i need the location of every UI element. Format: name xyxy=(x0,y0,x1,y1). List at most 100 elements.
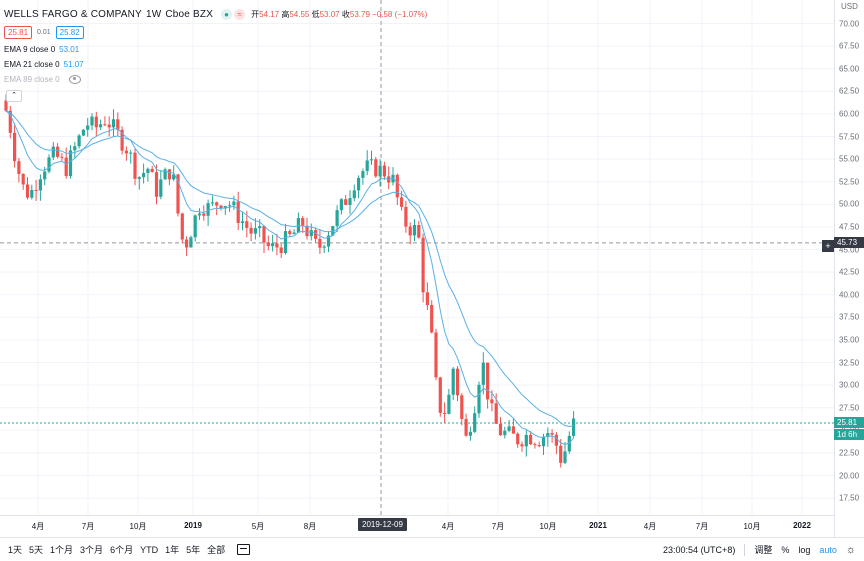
candle-body xyxy=(498,423,503,436)
candle-body xyxy=(64,157,68,177)
ema-21-value: 51.07 xyxy=(63,60,84,69)
time-tick: 10月 xyxy=(539,522,557,531)
last-price-label: 25.81 xyxy=(834,416,864,428)
legend: WELLS FARGO & COMPANY 1W Cboe BZX ● ≈ 开 5… xyxy=(4,6,427,87)
ema-89-label: EMA 89 close 0 xyxy=(4,75,60,84)
chart-pane[interactable]: WELLS FARGO & COMPANY 1W Cboe BZX ● ≈ 开 5… xyxy=(0,0,834,515)
time-axis[interactable]: 4月 7月 10月 2019 5月 8月 4月 7月 10月 2021 4月 7月 10月 2022 xyxy=(0,515,834,538)
log-button[interactable]: log xyxy=(798,544,811,555)
range-button[interactable]: 全部 xyxy=(207,545,226,555)
candle-body xyxy=(400,197,404,207)
candle-body xyxy=(215,202,219,206)
candle-body xyxy=(361,171,365,178)
price-tick: 37.50 xyxy=(839,312,860,322)
symbol-name[interactable]: WELLS FARGO & COMPANY xyxy=(4,8,142,20)
price-tick: 17.50 xyxy=(839,493,860,503)
price-tick: 35.00 xyxy=(839,335,860,345)
candle-body xyxy=(283,231,288,253)
candle-body xyxy=(567,435,571,452)
candle-body xyxy=(473,413,477,432)
approx-icon[interactable]: ≈ xyxy=(234,8,246,20)
candle-body xyxy=(137,177,141,179)
auto-button[interactable]: auto xyxy=(819,544,837,555)
ema-21-row[interactable]: EMA 21 close 0 51.07 xyxy=(4,57,427,72)
eye-hidden-icon[interactable] xyxy=(68,75,81,84)
candle-body xyxy=(167,169,171,180)
candle-body xyxy=(47,157,51,172)
candle-body xyxy=(73,146,77,151)
range-button[interactable]: YTD xyxy=(140,544,159,555)
candle-body xyxy=(365,160,369,172)
range-button[interactable]: 1天 xyxy=(8,545,23,555)
candle-body xyxy=(288,231,292,235)
currency-label[interactable]: USD xyxy=(841,2,858,11)
candle-body xyxy=(395,174,399,198)
candle-body xyxy=(253,228,257,234)
open-label: 开 xyxy=(251,9,260,19)
candle-body xyxy=(344,199,348,205)
close-label: 收 xyxy=(341,9,350,19)
candle-body xyxy=(163,169,167,180)
range-button[interactable]: 3个月 xyxy=(80,545,104,555)
candle-body xyxy=(550,433,554,435)
candle-body xyxy=(60,156,64,158)
candle-body xyxy=(262,226,266,243)
candle-body xyxy=(541,437,546,447)
change-value: −0.58 (−1.07%) xyxy=(372,9,428,19)
ema-9-label: EMA 9 close 0 xyxy=(4,45,56,54)
settings-gear-icon[interactable]: ☼ xyxy=(845,543,856,556)
candle-body xyxy=(116,119,120,130)
percent-button[interactable]: % xyxy=(781,544,790,555)
candle-body xyxy=(408,226,412,236)
candle-body xyxy=(382,165,386,177)
price-tick: 40.00 xyxy=(839,290,860,300)
range-button[interactable]: 5年 xyxy=(186,545,201,555)
candle-body xyxy=(412,225,417,236)
price-tick: 57.50 xyxy=(839,132,860,141)
candle-body xyxy=(572,418,576,436)
candle-body xyxy=(443,412,447,414)
candle-body xyxy=(21,173,25,185)
collapse-legend-button[interactable]: ⌃ xyxy=(6,90,22,102)
candle-body xyxy=(223,206,227,209)
candle-body xyxy=(455,368,460,396)
candle-body xyxy=(13,132,17,162)
candle-body xyxy=(374,159,378,177)
adjust-button[interactable]: 调整 xyxy=(754,545,773,555)
ema-89-row[interactable]: EMA 89 close 0 xyxy=(4,72,427,87)
time-tick: 10月 xyxy=(129,522,147,531)
candle-body xyxy=(172,174,176,180)
symbol-row: WELLS FARGO & COMPANY 1W Cboe BZX ● ≈ 开5… xyxy=(4,6,427,22)
candle-body xyxy=(111,119,116,128)
candle-body xyxy=(425,292,429,306)
ask-box[interactable]: 25.82 xyxy=(55,25,84,39)
range-button[interactable]: 5天 xyxy=(29,545,44,555)
time-tick: 5月 xyxy=(251,522,265,531)
range-button[interactable]: 1个月 xyxy=(50,545,74,555)
range-button[interactable]: 6个月 xyxy=(110,545,134,555)
price-tick: 30.00 xyxy=(839,380,860,390)
candle-body xyxy=(309,230,313,237)
add-price-plus-icon[interactable]: + xyxy=(822,240,834,252)
candle-body xyxy=(451,368,455,395)
candle-body xyxy=(516,433,520,445)
interval-label[interactable]: 1W xyxy=(145,8,162,20)
candle-body xyxy=(434,332,438,378)
time-display[interactable]: 23:00:54 (UTC+8) xyxy=(663,544,736,555)
candle-body xyxy=(352,190,356,199)
candle-body xyxy=(404,206,408,227)
exchange-label: Cboe BZX xyxy=(165,8,214,20)
price-tick: 65.00 xyxy=(839,64,860,74)
high-label: 高 xyxy=(281,9,290,19)
bid-box[interactable]: 25.81 xyxy=(4,25,33,39)
candle-body xyxy=(236,201,240,223)
goto-date-icon[interactable] xyxy=(237,544,251,555)
range-button[interactable]: 1年 xyxy=(165,545,180,555)
ema-9-row[interactable]: EMA 9 close 0 53.01 xyxy=(4,42,427,57)
candlestick-chart[interactable] xyxy=(0,0,834,515)
candle-body xyxy=(271,243,275,247)
eye-dot-icon[interactable]: ● xyxy=(221,8,233,20)
price-axis[interactable]: USD 70.00 67.50 65.00 62.50 60.00 57.50 55.00 5… xyxy=(834,0,864,537)
divider xyxy=(744,543,746,556)
crosshair-price-label: 45.73 xyxy=(834,236,864,248)
